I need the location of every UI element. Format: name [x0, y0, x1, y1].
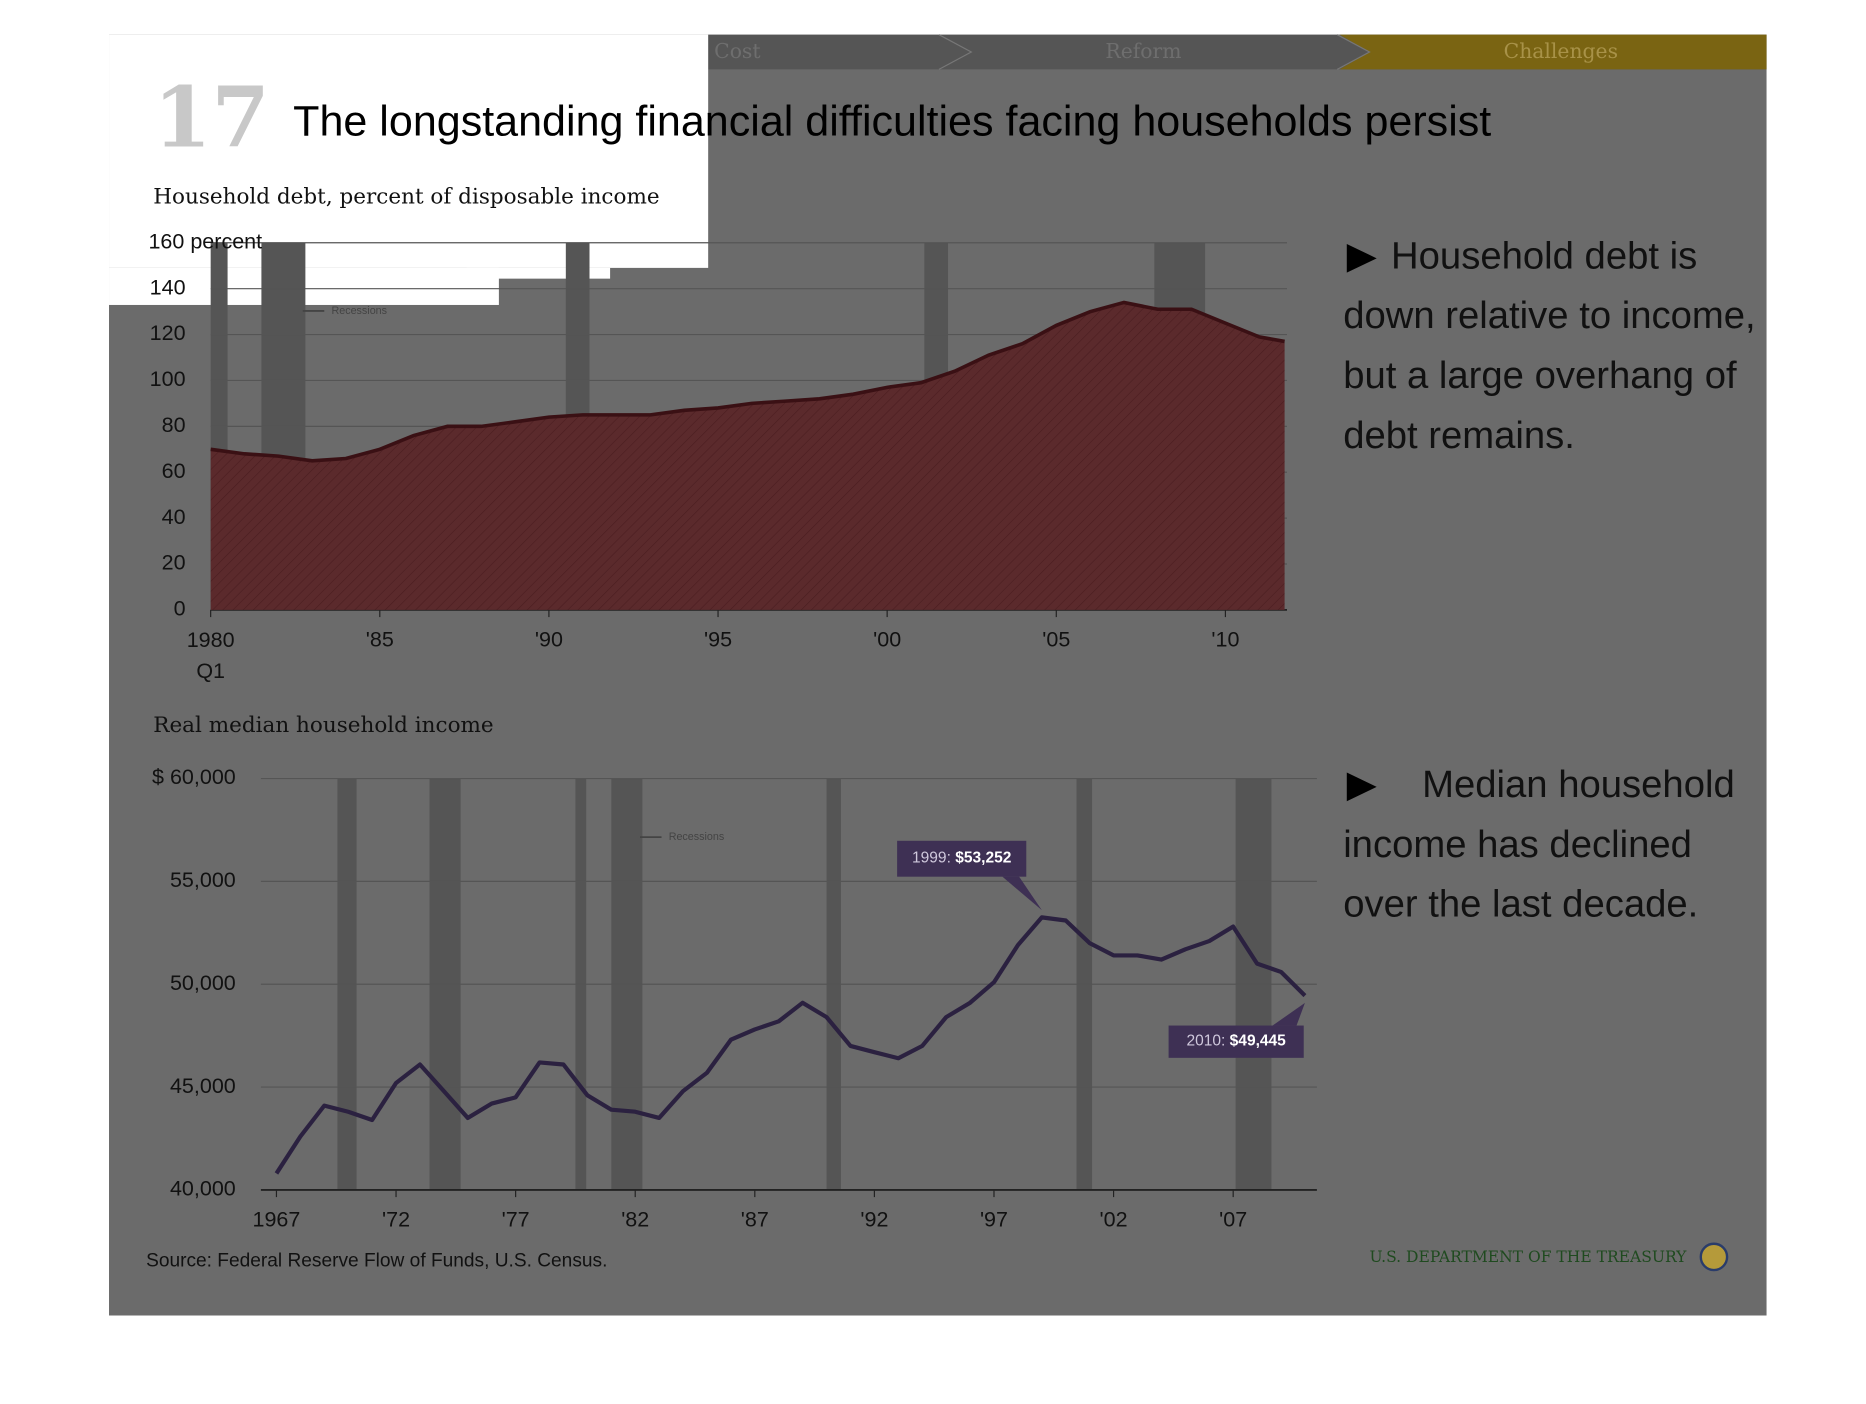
- y-tick-label: 45,000: [170, 1074, 236, 1098]
- slide-title: The longstanding financial difficulties …: [293, 98, 1491, 146]
- annotation-pointer: [1272, 1002, 1305, 1026]
- y-tick-label: 80: [162, 413, 186, 437]
- x-tick-label: '05: [1042, 628, 1070, 652]
- chart-title: Household debt, percent of disposable in…: [153, 184, 659, 209]
- y-tick-label: 50,000: [170, 971, 236, 995]
- bullet-text: but a large overhang of: [1343, 354, 1737, 397]
- nav-arrow: [1336, 34, 1371, 70]
- x-tick-label: '87: [741, 1208, 769, 1232]
- bullet-text: over the last decade.: [1343, 883, 1698, 926]
- x-tick-label: 1980 Q1: [187, 628, 235, 683]
- y-tick-label: 40,000: [170, 1177, 236, 1201]
- bullet-icon: [1346, 772, 1377, 802]
- nav-item: Reform: [1105, 39, 1181, 63]
- x-tick-label: '90: [535, 628, 563, 652]
- chart-title: Real median household income: [153, 713, 493, 738]
- area: [210, 302, 1285, 610]
- seal: [1699, 1242, 1729, 1272]
- y-tick-label: 100: [150, 367, 186, 391]
- annotation-value: $53,252: [955, 850, 1012, 867]
- legend-label: Recessions: [331, 305, 387, 317]
- x-tick-label: '85: [366, 628, 394, 652]
- bullet-text: down relative to income,: [1343, 294, 1755, 337]
- x-tick-label: '72: [382, 1208, 410, 1232]
- y-tick-label: 40: [162, 505, 186, 529]
- annotation: 2010: $49,445: [1186, 1033, 1286, 1050]
- nav-active: [1339, 34, 1767, 70]
- y-tick-label: $ 60,000: [152, 765, 236, 789]
- y-tick-label: 60: [162, 459, 186, 483]
- x-tick-label: '95: [704, 628, 732, 652]
- annotation: 1999: $53,252: [912, 850, 1012, 867]
- y-tick-label: 55,000: [170, 868, 236, 892]
- source: Source: Federal Reserve Flow of Funds, U…: [146, 1251, 607, 1272]
- overlay: [466, 267, 611, 279]
- x-tick-label: '97: [980, 1208, 1008, 1232]
- annotation-box: [897, 840, 1027, 877]
- area-line: [210, 300, 1285, 463]
- annotation-box: [1168, 1025, 1304, 1058]
- x-tick-label: '92: [860, 1208, 888, 1232]
- bullet-text: Median household: [1422, 763, 1735, 806]
- nav-item: Cost: [714, 39, 761, 63]
- x-tick-label: 1967: [253, 1208, 301, 1232]
- bullet-text: income has declined: [1343, 823, 1692, 866]
- x-tick-label: '82: [621, 1208, 649, 1232]
- x-tick-label: '07: [1219, 1208, 1247, 1232]
- line: [274, 915, 1307, 1175]
- annotation-year: 1999:: [912, 850, 951, 867]
- footer: U.S. DEPARTMENT OF THE TREASURY: [1369, 1248, 1687, 1266]
- y-tick-label: 0: [174, 597, 186, 621]
- bullet-icon: [1346, 243, 1377, 273]
- overlay: [109, 34, 709, 268]
- y-tick-label: 140: [150, 275, 186, 299]
- x-tick-label: '00: [873, 628, 901, 652]
- y-tick-label: 160 percent: [148, 229, 262, 253]
- nav-arrow: [938, 34, 973, 70]
- nav-item: Challenges: [1504, 39, 1618, 63]
- bullet-text: debt remains.: [1343, 414, 1575, 457]
- y-tick-label: 120: [150, 321, 186, 345]
- x-tick-label: '77: [502, 1208, 530, 1232]
- legend-label: Recessions: [669, 831, 725, 843]
- annotation-year: 2010:: [1186, 1033, 1225, 1050]
- x-tick-label: '10: [1211, 628, 1239, 652]
- x-tick-label: '02: [1100, 1208, 1128, 1232]
- bullet-text: Household debt is: [1391, 234, 1697, 277]
- slide-number: 17: [153, 67, 269, 166]
- annotation-value: $49,445: [1230, 1033, 1287, 1050]
- y-tick-label: 20: [162, 551, 186, 575]
